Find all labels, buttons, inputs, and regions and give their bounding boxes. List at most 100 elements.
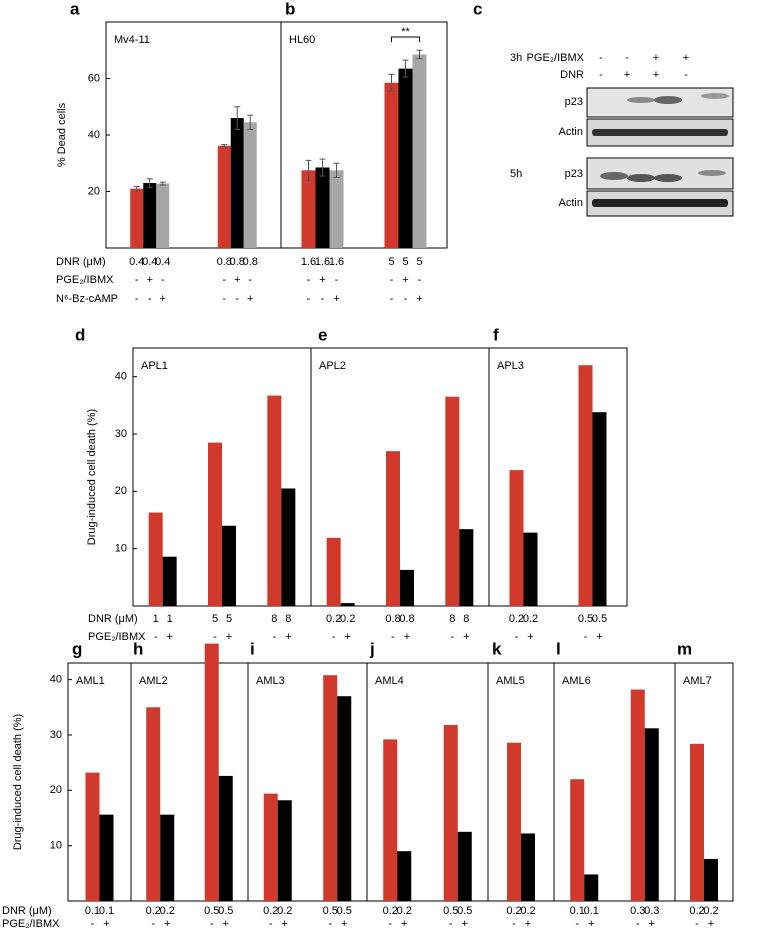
- error-bar: [388, 73, 395, 92]
- condition-label: 0.2: [263, 905, 278, 917]
- panel-letter: a: [70, 0, 80, 18]
- condition-label: +: [649, 918, 655, 930]
- condition-label: 0.3: [644, 905, 659, 917]
- y-axis-label: Drug-induced cell death (%): [86, 409, 98, 545]
- bar: [400, 569, 414, 606]
- row-label: PGE₂/IBMX: [88, 631, 146, 643]
- condition-label: 0.1: [584, 905, 599, 917]
- sign-label: +: [653, 52, 659, 64]
- bar: [412, 54, 427, 248]
- condition-label: 0.2: [506, 905, 521, 917]
- bar: [329, 170, 344, 248]
- sign-label: +: [624, 69, 630, 81]
- bar: [384, 82, 399, 248]
- panel-letter: f: [493, 325, 499, 344]
- condition-label: 5: [388, 256, 394, 268]
- condition-label: -: [307, 293, 311, 305]
- condition-label: 8: [271, 613, 277, 625]
- bar: [521, 833, 535, 901]
- condition-label: +: [166, 631, 172, 643]
- sign-label: -: [599, 69, 603, 81]
- sign-label: -: [599, 52, 603, 64]
- y-tick-label: 40: [88, 129, 100, 141]
- panel-letter: b: [285, 0, 295, 18]
- condition-label: 0.2: [326, 613, 341, 625]
- panel-letter: g: [72, 639, 82, 658]
- condition-label: 1: [153, 613, 159, 625]
- row-label: PGE₂/IBMX: [56, 274, 114, 286]
- condition-label: +: [527, 631, 533, 643]
- condition-label: 0.2: [383, 905, 398, 917]
- bar: [301, 170, 316, 248]
- condition-label: -: [575, 918, 579, 930]
- bar: [130, 188, 144, 248]
- condition-label: -: [515, 631, 519, 643]
- condition-label: 5: [226, 613, 232, 625]
- error-bar: [402, 59, 409, 78]
- header-label: DNR: [560, 69, 584, 81]
- sign-label: +: [653, 69, 659, 81]
- bar: [644, 728, 659, 901]
- condition-label: -: [450, 631, 454, 643]
- panel-title: APL3: [497, 360, 524, 372]
- row-label: DNR (μM): [56, 256, 106, 268]
- condition-label: -: [390, 293, 394, 305]
- condition-label: -: [148, 293, 152, 305]
- condition-label: -: [222, 274, 226, 286]
- condition-label: 0.1: [85, 905, 100, 917]
- condition-label: -: [636, 918, 640, 930]
- condition-label: -: [584, 631, 588, 643]
- condition-label: -: [272, 631, 276, 643]
- y-tick-label: 40: [50, 674, 62, 686]
- condition-label: 8: [285, 613, 291, 625]
- condition-label: 0.1: [99, 905, 114, 917]
- bar: [204, 643, 219, 901]
- panel-title: APL2: [319, 360, 346, 372]
- band-label: p23: [565, 168, 583, 180]
- condition-label: +: [596, 631, 602, 643]
- bar: [160, 814, 175, 901]
- error-bar: [305, 159, 312, 181]
- y-tick-label: 30: [115, 428, 127, 440]
- condition-label: -: [449, 918, 453, 930]
- condition-label: 1: [167, 613, 173, 625]
- error-bar: [159, 181, 166, 186]
- condition-label: 5: [416, 256, 422, 268]
- condition-label: 0.8: [243, 256, 258, 268]
- bar: [222, 525, 236, 606]
- band-label: Actin: [559, 126, 583, 138]
- bar: [162, 556, 177, 606]
- condition-label: 0.5: [323, 905, 338, 917]
- blot-band: [654, 174, 682, 182]
- band-label: Actin: [559, 197, 583, 209]
- bar: [340, 603, 355, 606]
- condition-label: +: [401, 918, 407, 930]
- bar: [457, 831, 472, 901]
- condition-label: +: [333, 293, 339, 305]
- blot-band: [627, 174, 655, 182]
- condition-label: 0.2: [520, 905, 535, 917]
- condition-label: +: [226, 631, 232, 643]
- bar: [509, 470, 524, 606]
- panel-title: AML7: [683, 675, 712, 687]
- condition-label: 0.8: [230, 256, 245, 268]
- condition-label: 0.2: [509, 613, 524, 625]
- condition-label: 0.5: [218, 905, 233, 917]
- error-bar: [416, 49, 423, 60]
- panel-letter: e: [318, 325, 327, 344]
- bar: [397, 851, 412, 901]
- condition-label: 0.4: [129, 256, 144, 268]
- condition-label: +: [463, 631, 469, 643]
- condition-label: +: [525, 918, 531, 930]
- condition-label: +: [285, 631, 291, 643]
- condition-label: +: [341, 918, 347, 930]
- panel-title: AML2: [139, 675, 168, 687]
- bar: [156, 183, 170, 248]
- condition-label: 1.6: [315, 256, 330, 268]
- condition-label: +: [462, 918, 468, 930]
- error-bar: [133, 185, 140, 192]
- panel-title: AML5: [496, 675, 525, 687]
- significance-label: **: [401, 26, 410, 38]
- error-bar: [146, 178, 153, 188]
